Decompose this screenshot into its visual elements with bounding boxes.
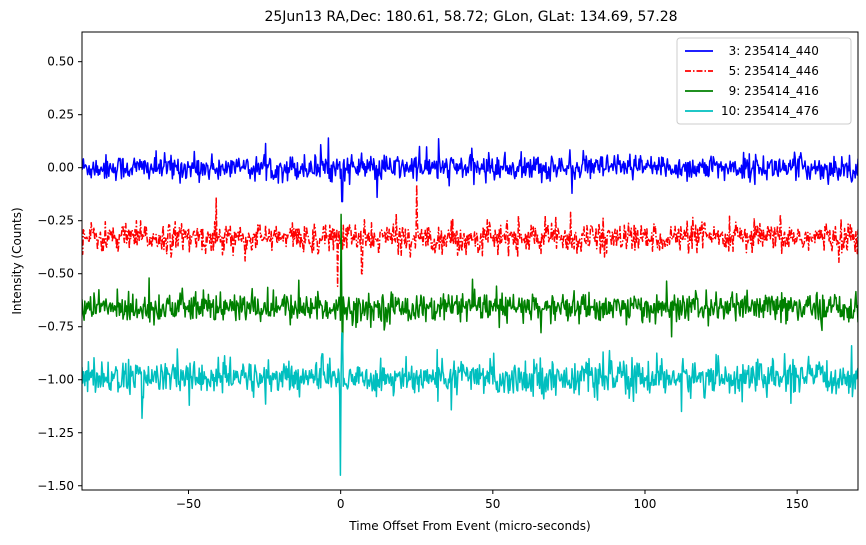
legend: 3: 235414_440 5: 235414_446 9: 235414_41… xyxy=(676,37,852,125)
y-tick-label: −1.50 xyxy=(37,479,74,493)
x-tick-label: 100 xyxy=(634,497,657,511)
plot-frame xyxy=(81,31,859,491)
y-tick-label: −0.25 xyxy=(37,214,74,228)
series-line-2 xyxy=(82,213,858,360)
x-axis-label: Time Offset From Event (micro-seconds) xyxy=(348,519,590,533)
y-tick-label: −1.25 xyxy=(37,426,74,440)
x-tick-label: −50 xyxy=(176,497,201,511)
y-axis-ticks: 0.50 0.25 0.00 −0.25 −0.50 −0.75 −1.00 −1.25 −1.… xyxy=(37,55,82,493)
chart-title: 25Jun13 RA,Dec: 180.61, 58.72; GLon, GLa… xyxy=(264,9,677,25)
y-tick-label: 0.00 xyxy=(47,161,74,175)
series-line-0 xyxy=(82,137,858,203)
y-tick-label: 0.25 xyxy=(47,108,74,122)
legend-label: 5: 235414_446 xyxy=(721,64,819,78)
legend-label: 9: 235414_416 xyxy=(721,84,819,98)
x-axis-ticks: −50 0 50 100 150 xyxy=(176,490,809,511)
x-tick-label: 150 xyxy=(786,497,809,511)
y-tick-label: −1.00 xyxy=(37,373,74,387)
x-tick-label: 0 xyxy=(337,497,345,511)
legend-label: 3: 235414_440 xyxy=(721,44,819,58)
y-tick-label: −0.50 xyxy=(37,267,74,281)
legend-label: 10: 235414_476 xyxy=(721,104,819,118)
y-axis-label: Intensity (Counts) xyxy=(10,207,24,314)
series-line-3 xyxy=(82,332,858,476)
x-tick-label: 50 xyxy=(485,497,500,511)
y-tick-label: −0.75 xyxy=(37,320,74,334)
plot-lines xyxy=(82,137,858,476)
y-tick-label: 0.50 xyxy=(47,55,74,69)
legend-box xyxy=(676,37,852,125)
series-line-1 xyxy=(82,183,858,288)
